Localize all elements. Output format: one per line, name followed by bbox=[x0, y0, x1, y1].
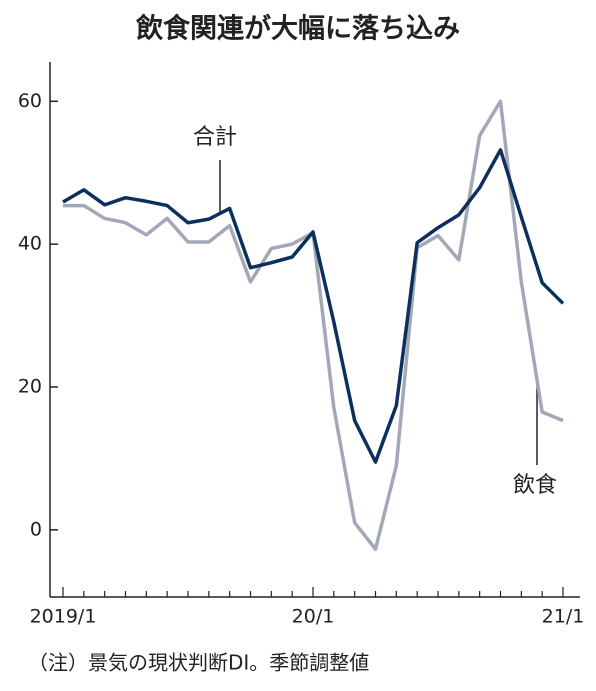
series-label: 合計 bbox=[193, 125, 237, 150]
line-series bbox=[63, 99, 564, 551]
y-tick-label: 20 bbox=[18, 376, 42, 398]
x-tick-label: 20/1 bbox=[292, 606, 335, 628]
x-tick-label: 2019/1 bbox=[30, 606, 97, 628]
y-tick-label: 60 bbox=[18, 90, 42, 112]
chart-title: 飲食関連が大幅に落ち込み bbox=[135, 13, 460, 45]
x-tick-label: 21/1 bbox=[542, 606, 585, 628]
line-series bbox=[62, 148, 565, 464]
y-tick-label: 40 bbox=[18, 233, 42, 255]
y-tick-label: 0 bbox=[30, 518, 42, 540]
series-label: 飲食 bbox=[513, 473, 557, 498]
note: （注）景気の現状判断DI。季節調整値 bbox=[28, 651, 369, 675]
